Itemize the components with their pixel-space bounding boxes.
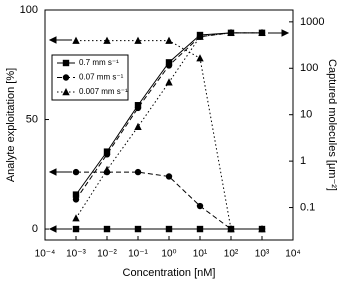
- marker: [165, 225, 173, 233]
- y-tick-label: 50: [26, 113, 38, 125]
- marker: [72, 191, 80, 198]
- marker: [72, 36, 80, 44]
- x-tick-label: 10⁻³: [66, 249, 86, 260]
- marker: [134, 104, 142, 112]
- legend-label: 0.7 mm s⁻¹: [79, 58, 119, 67]
- x-tick-label: 10⁰: [161, 249, 176, 260]
- marker: [134, 36, 142, 44]
- marker: [258, 225, 266, 233]
- marker: [103, 36, 111, 44]
- marker: [72, 168, 80, 176]
- axis-arrows: [48, 29, 290, 233]
- x-tick-label: 10⁴: [285, 249, 300, 260]
- y-axis-title: Analyte exploitation [%]: [5, 68, 17, 182]
- marker: [165, 173, 173, 180]
- marker: [196, 202, 204, 210]
- series-line: [76, 171, 262, 230]
- x-tick-label: 10⁻¹: [128, 249, 148, 260]
- y-tick-label: 0: [32, 223, 38, 235]
- marker: [103, 225, 111, 233]
- plot-frame: [44, 9, 294, 241]
- y2-axis-title: Captured molecules [μm⁻²]: [326, 59, 338, 191]
- marker: [134, 225, 142, 233]
- x-tick-label: 10³: [255, 249, 270, 260]
- marker: [103, 165, 111, 174]
- x-tick-label: 10⁻⁴: [35, 249, 56, 260]
- y2-tick-label: 1: [300, 155, 306, 167]
- marker: [196, 32, 204, 40]
- x-axis-title: Concentration [nM]: [123, 267, 216, 279]
- marker: [165, 62, 173, 69]
- marker: [134, 168, 142, 176]
- y2-tick-label: 0.1: [300, 201, 315, 213]
- marker: [165, 78, 173, 86]
- x-tick-label: 10¹: [193, 249, 208, 260]
- legend-label: 0.07 mm s⁻¹: [79, 73, 124, 82]
- marker: [258, 28, 266, 37]
- marker: [227, 28, 235, 37]
- x-tick-label: 10⁻²: [97, 249, 117, 260]
- y2-tick-label: 10: [300, 109, 312, 121]
- marker: [134, 122, 142, 130]
- y2-tick-label: 100: [300, 62, 318, 74]
- legend-marker: [62, 59, 70, 67]
- marker: [72, 225, 80, 233]
- legend-label: 0.007 mm s⁻¹: [79, 87, 128, 96]
- marker: [196, 54, 204, 62]
- y2-tick-label: 1000: [300, 16, 324, 28]
- marker: [227, 225, 235, 233]
- legend-marker: [62, 74, 70, 81]
- y-tick-label: 100: [20, 4, 38, 16]
- marker: [72, 196, 80, 203]
- x-tick-label: 10²: [224, 249, 239, 260]
- marker: [196, 225, 204, 233]
- marker: [165, 36, 173, 44]
- marker: [72, 214, 80, 222]
- marker: [103, 151, 111, 158]
- legend-marker: [62, 88, 70, 96]
